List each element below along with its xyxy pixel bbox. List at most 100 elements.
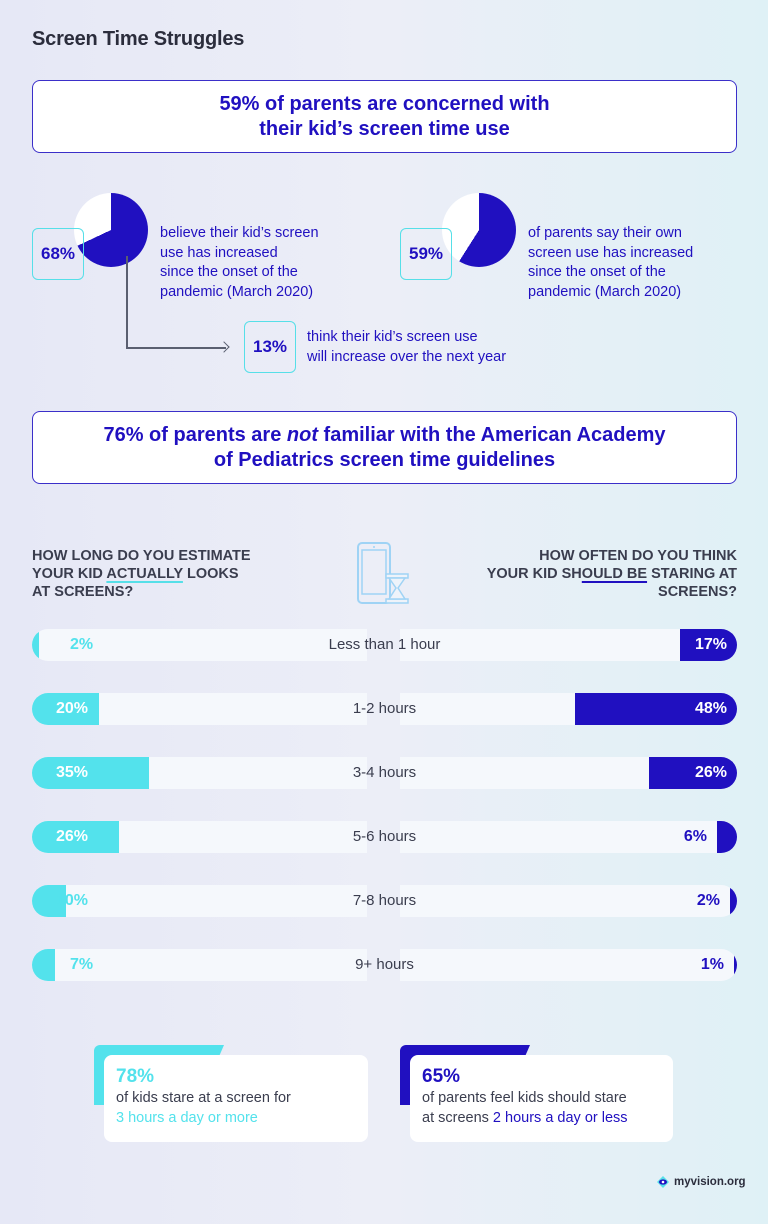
stat-description: think their kid’s screen use will increa… xyxy=(307,328,567,367)
bar-track-actual xyxy=(32,693,367,725)
category-label: 1-2 hours xyxy=(352,700,417,717)
pie-chart-parent-increase xyxy=(442,193,516,267)
stat-description: of parents say their own screen use has … xyxy=(528,224,748,302)
question-line: screens? xyxy=(658,584,737,600)
question-line: your kid actually looks xyxy=(32,565,292,583)
card-highlight: 3 hours a day or more xyxy=(116,1109,258,1126)
bar-track-should xyxy=(400,885,737,917)
bar-track-actual xyxy=(32,821,367,853)
bar-track-should xyxy=(400,629,737,661)
banner-line: their kid’s screen time use xyxy=(259,117,510,140)
page-title: Screen Time Struggles xyxy=(32,28,245,50)
value-actual: 26% xyxy=(56,828,89,845)
logo-text: myvision.org xyxy=(674,1176,746,1188)
bar-track-should xyxy=(400,693,737,725)
value-actual: 10% xyxy=(56,892,89,909)
bar-fill-should xyxy=(575,693,737,725)
bar-fill-actual xyxy=(32,629,39,661)
category-label: 5-6 hours xyxy=(352,828,417,845)
desc-line: screen use has increased xyxy=(528,244,694,261)
bar-fill-actual xyxy=(32,821,119,853)
desc-line: believe their kid’s screen xyxy=(160,225,319,241)
banner-text: familiar with the American Academy xyxy=(317,423,666,446)
question-text: your kid sh xyxy=(486,566,582,582)
bar-row: 10% 2% 7-8 hours xyxy=(32,885,737,917)
bar-row: 2% 17% Less than 1 hour xyxy=(32,629,737,661)
bar-track-should xyxy=(400,757,737,789)
bar-track-actual xyxy=(32,949,367,981)
bar-fill-actual xyxy=(32,757,149,789)
footer-logo: myvision.org xyxy=(657,1176,746,1188)
desc-line: use has increased xyxy=(160,244,278,261)
stat-value-box: 59% xyxy=(400,228,452,280)
bar-row: 35% 26% 3-4 hours xyxy=(32,757,737,789)
bar-fill-actual xyxy=(32,949,55,981)
desc-line: will increase over the next year xyxy=(307,348,507,365)
card-text: of parents feel kids should stare xyxy=(422,1090,627,1106)
bar-row: 26% 6% 5-6 hours xyxy=(32,821,737,853)
summary-card-actual: 78% of kids stare at a screen for 3 hour… xyxy=(104,1055,368,1142)
desc-line: pandemic (March 2020) xyxy=(160,283,314,300)
value-actual: 2% xyxy=(70,636,94,653)
desc-line: since the onset of the xyxy=(160,264,298,280)
category-label: Less than 1 hour xyxy=(328,636,441,653)
headline-banner-guidelines: 76% of parents are not familiar with the… xyxy=(32,411,737,484)
value-should: 17% xyxy=(694,636,727,653)
value-should: 48% xyxy=(694,700,727,717)
bar-row: 20% 48% 1-2 hours xyxy=(32,693,737,725)
question-emphasis: actually xyxy=(106,566,183,582)
bar-track-actual xyxy=(32,629,367,661)
arrow-right-icon xyxy=(218,341,230,353)
stat-description: believe their kid’s screen use has incre… xyxy=(160,224,360,302)
bar-track-should xyxy=(400,821,737,853)
bar-fill-should xyxy=(730,885,737,917)
stat-value-box: 13% xyxy=(244,321,296,373)
value-actual: 20% xyxy=(56,700,89,717)
bar-fill-actual xyxy=(32,885,66,917)
headline-banner-concerned: 59% of parents are concerned with their … xyxy=(32,80,737,153)
card-value: 65% xyxy=(422,1066,461,1087)
bar-fill-should xyxy=(717,821,737,853)
connector-line xyxy=(126,347,226,349)
question-should: How often do you think your kid should b… xyxy=(460,547,737,601)
bar-fill-should xyxy=(649,757,737,789)
desc-line: since the onset of the xyxy=(528,264,666,280)
card-text: of kids stare at a screen for xyxy=(116,1090,291,1106)
question-line: your kid should be staring at xyxy=(460,565,737,583)
banner-line: 76% of parents are not familiar with the… xyxy=(103,423,665,448)
phone-hourglass-icon xyxy=(355,542,411,606)
question-actual: How long do you estimate your kid actual… xyxy=(32,547,292,601)
value-should: 1% xyxy=(700,956,724,973)
value-actual: 35% xyxy=(56,764,89,781)
desc-line: of parents say their own xyxy=(528,225,682,241)
banner-emphasis: not xyxy=(286,423,318,446)
card-value: 78% xyxy=(116,1066,155,1087)
card-text: at screens 2 hours a day or less xyxy=(422,1109,661,1129)
pie-chart-kid-increase xyxy=(74,193,148,267)
question-line: How long do you estimate xyxy=(32,548,251,564)
bar-fill-actual xyxy=(32,693,99,725)
value-actual: 7% xyxy=(70,956,94,973)
banner-line: 59% of parents are concerned with xyxy=(219,92,550,115)
bar-row: 7% 1% 9+ hours xyxy=(32,949,737,981)
category-label: 3-4 hours xyxy=(352,764,417,781)
bar-fill-should xyxy=(734,949,737,981)
question-text: staring at xyxy=(647,566,737,582)
value-should: 26% xyxy=(694,764,727,781)
category-label: 7-8 hours xyxy=(352,892,417,909)
question-line: How often do you think xyxy=(539,548,737,564)
card-text-part: at screens xyxy=(422,1109,493,1126)
bar-track-actual xyxy=(32,757,367,789)
desc-line: pandemic (March 2020) xyxy=(528,283,682,300)
category-label: 9+ hours xyxy=(355,956,414,973)
bar-track-should xyxy=(400,949,737,981)
card-highlight: 2 hours a day or less xyxy=(492,1109,628,1126)
banner-text: 76% of parents are xyxy=(103,423,287,446)
value-should: 2% xyxy=(696,892,720,909)
bar-track-actual xyxy=(32,885,367,917)
question-text: your kid xyxy=(32,566,107,582)
question-text: looks xyxy=(182,566,239,582)
connector-line xyxy=(126,256,128,348)
summary-card-should: 65% of parents feel kids should stare at… xyxy=(410,1055,673,1142)
bar-fill-should xyxy=(680,629,737,661)
